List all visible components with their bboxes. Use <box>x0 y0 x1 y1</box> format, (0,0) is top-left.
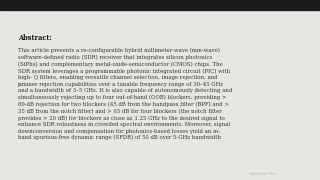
Bar <box>0 0 320 10</box>
Text: Activate Wi...: Activate Wi... <box>250 172 279 176</box>
Text: Abstract:: Abstract: <box>18 34 52 42</box>
Text: This article presents a re-configurable hybrid millimeter-wave (mm-wave)
softwar: This article presents a re-configurable … <box>18 48 232 140</box>
